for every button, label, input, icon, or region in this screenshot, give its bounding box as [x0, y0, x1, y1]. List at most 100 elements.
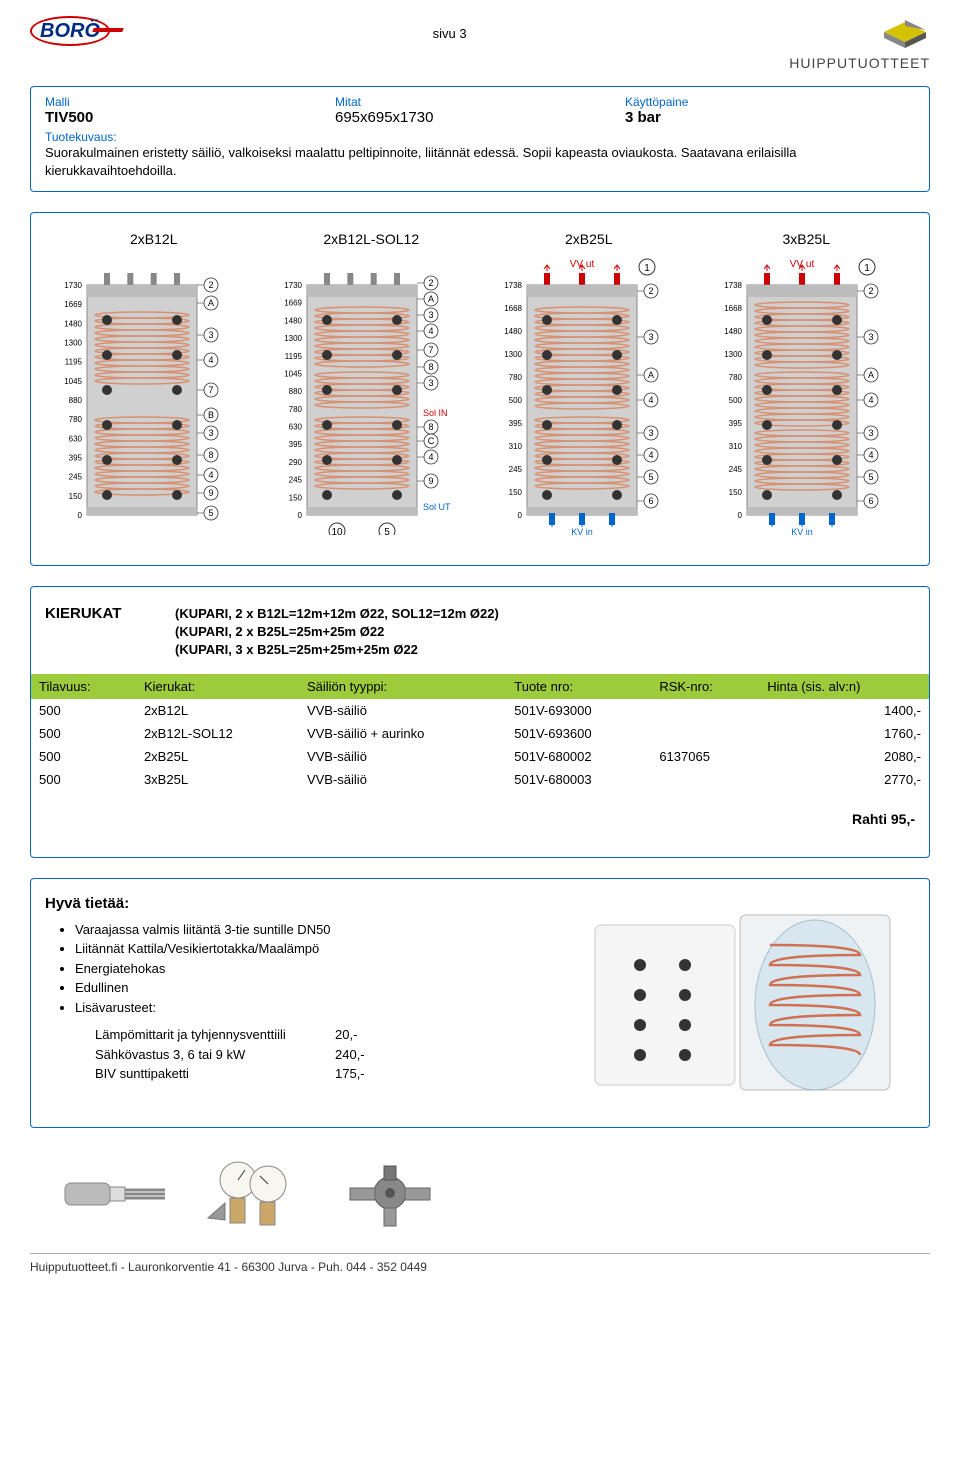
- pressure-label: Käyttöpaine: [625, 95, 915, 109]
- svg-text:290: 290: [289, 458, 303, 467]
- svg-text:5: 5: [384, 527, 390, 535]
- svg-text:1045: 1045: [284, 370, 302, 379]
- svg-text:3: 3: [208, 330, 213, 340]
- svg-text:C: C: [428, 436, 435, 446]
- tank-diagram: VV ut11738166814801300780500395310245150…: [485, 255, 695, 535]
- kierukat-box: KIERUKAT (KUPARI, 2 x B12L=12m+12m Ø22, …: [30, 586, 930, 858]
- accessory-name: Sähkövastus 3, 6 tai 9 kW: [95, 1045, 335, 1065]
- svg-text:3: 3: [208, 428, 213, 438]
- table-header-cell: Säiliön tyyppi:: [299, 674, 506, 699]
- table-header-cell: Kierukat:: [136, 674, 299, 699]
- info-bullet: Varaajassa valmis liitäntä 3-tie suntill…: [75, 920, 555, 940]
- accessory-price: 240,-: [335, 1045, 365, 1065]
- table-cell: 2080,-: [759, 745, 929, 768]
- svg-text:A: A: [868, 370, 874, 380]
- svg-text:395: 395: [69, 454, 83, 463]
- svg-text:4: 4: [868, 395, 873, 405]
- svg-text:1668: 1668: [724, 304, 742, 313]
- valve-assembly-icon: [340, 1158, 440, 1228]
- svg-text:1300: 1300: [64, 339, 82, 348]
- svg-text:1730: 1730: [284, 281, 302, 290]
- model-label: Malli: [45, 95, 335, 109]
- dim-value: 695x695x1730: [335, 109, 625, 126]
- svg-text:8: 8: [428, 422, 433, 432]
- table-cell: 1760,-: [759, 722, 929, 745]
- svg-text:1480: 1480: [284, 316, 302, 325]
- table-header-cell: Tuote nro:: [506, 674, 651, 699]
- svg-text:1480: 1480: [724, 327, 742, 336]
- svg-text:1: 1: [644, 263, 650, 274]
- accessory-row: BIV sunttipaketti175,-: [95, 1064, 555, 1084]
- table-cell: VVB-säiliö + aurinko: [299, 722, 506, 745]
- table-cell: 3xB25L: [136, 768, 299, 791]
- table-cell: 6137065: [651, 745, 759, 768]
- svg-text:A: A: [208, 298, 214, 308]
- svg-text:395: 395: [729, 419, 743, 428]
- boro-logo: BORÖ: [30, 16, 110, 46]
- variants-box: 2xB12L2xB12L-SOL122xB25L3xB25L 173016691…: [30, 212, 930, 566]
- spec-box: Malli TIV500 Mitat 695x695x1730 Käyttöpa…: [30, 86, 930, 192]
- svg-text:B: B: [208, 410, 214, 420]
- variant-label: 2xB12L-SOL12: [263, 231, 481, 247]
- dim-label: Mitat: [335, 95, 625, 109]
- svg-text:6: 6: [648, 496, 653, 506]
- brand-right-logo: HUIPPUTUOTTEET: [789, 20, 930, 71]
- svg-text:2: 2: [868, 286, 873, 296]
- accessory-name: BIV sunttipaketti: [95, 1064, 335, 1084]
- svg-text:Sol IN: Sol IN: [423, 408, 448, 418]
- svg-text:0: 0: [298, 511, 303, 520]
- table-cell: [651, 699, 759, 722]
- svg-text:395: 395: [509, 419, 523, 428]
- svg-text:4: 4: [428, 326, 433, 336]
- svg-text:1300: 1300: [724, 350, 742, 359]
- svg-text:150: 150: [729, 488, 743, 497]
- svg-text:4: 4: [868, 450, 873, 460]
- svg-text:245: 245: [729, 465, 743, 474]
- pressure-value: 3 bar: [625, 109, 915, 126]
- svg-text:310: 310: [509, 442, 523, 451]
- svg-text:780: 780: [509, 373, 523, 382]
- svg-text:310: 310: [729, 442, 743, 451]
- desc-text: Suorakulmainen eristetty säiliö, valkois…: [45, 144, 915, 179]
- svg-text:150: 150: [509, 488, 523, 497]
- footer-contact: Huipputuotteet.fi - Lauronkorventie 41 -…: [30, 1253, 930, 1274]
- svg-text:1: 1: [864, 263, 870, 274]
- table-cell: 2xB12L: [136, 699, 299, 722]
- svg-text:8: 8: [428, 362, 433, 372]
- svg-text:9: 9: [208, 488, 213, 498]
- table-cell: 2xB25L: [136, 745, 299, 768]
- svg-text:780: 780: [69, 415, 83, 424]
- svg-text:3: 3: [648, 428, 653, 438]
- tank-diagram: VV ut11738166814801300780500395310245150…: [705, 255, 915, 535]
- svg-text:A: A: [648, 370, 654, 380]
- table-header-cell: Tilavuus:: [31, 674, 136, 699]
- table-cell: 2770,-: [759, 768, 929, 791]
- tank-diagram: 1730166914801300119510458807806303952451…: [45, 255, 255, 535]
- accessory-row: Lämpömittarit ja tyhjennysventtiili20,-: [95, 1025, 555, 1045]
- svg-text:5: 5: [648, 472, 653, 482]
- product-table: Tilavuus:Kierukat:Säiliön tyyppi:Tuote n…: [31, 674, 929, 791]
- svg-text:2: 2: [428, 278, 433, 288]
- svg-text:KV in: KV in: [791, 527, 813, 535]
- svg-text:880: 880: [69, 396, 83, 405]
- info-bullet: Edullinen: [75, 978, 555, 998]
- table-cell: 1400,-: [759, 699, 929, 722]
- svg-text:1738: 1738: [504, 281, 522, 290]
- table-cell: 501V-693000: [506, 699, 651, 722]
- shipping-cost: Rahti 95,-: [31, 791, 929, 827]
- svg-text:1195: 1195: [285, 352, 303, 361]
- svg-text:150: 150: [69, 492, 83, 501]
- table-cell: 2xB12L-SOL12: [136, 722, 299, 745]
- svg-text:7: 7: [428, 345, 433, 355]
- svg-text:1300: 1300: [284, 334, 302, 343]
- svg-text:A: A: [428, 294, 434, 304]
- svg-text:780: 780: [729, 373, 743, 382]
- svg-text:245: 245: [509, 465, 523, 474]
- svg-text:3: 3: [428, 310, 433, 320]
- heating-element-icon: [60, 1165, 170, 1220]
- accessory-row: Sähkövastus 3, 6 tai 9 kW240,-: [95, 1045, 555, 1065]
- svg-text:1300: 1300: [504, 350, 522, 359]
- svg-text:780: 780: [289, 405, 303, 414]
- accessory-price: 175,-: [335, 1064, 365, 1084]
- svg-text:395: 395: [289, 440, 303, 449]
